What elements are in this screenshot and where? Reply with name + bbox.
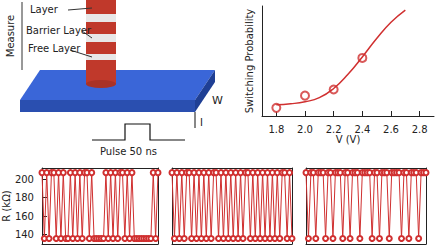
svg-text:200: 200 [15,174,34,185]
svg-text:2.0: 2.0 [297,124,313,135]
svg-text:1.8: 1.8 [268,124,284,135]
svg-text:2.4: 2.4 [354,124,370,135]
svg-text:Pulse 50 ns: Pulse 50 ns [100,146,157,157]
svg-text:160: 160 [15,211,34,222]
svg-text:2.8: 2.8 [412,124,428,135]
svg-text:Barrier Layer: Barrier Layer [26,25,92,36]
svg-text:Free Layer: Free Layer [28,43,81,54]
svg-text:R (kΩ): R (kΩ) [1,190,12,221]
svg-text:140: 140 [15,229,34,240]
svg-text:Measure: Measure [5,15,16,58]
svg-text:2.2: 2.2 [326,124,342,135]
svg-text:I: I [200,117,203,128]
svg-text:180: 180 [15,192,34,203]
svg-text:Layer: Layer [30,4,59,15]
svg-text:2.6: 2.6 [383,124,399,135]
svg-text:Switching Probability: Switching Probability [244,9,255,114]
svg-text:W: W [212,94,223,107]
svg-text:V (V): V (V) [336,134,361,145]
